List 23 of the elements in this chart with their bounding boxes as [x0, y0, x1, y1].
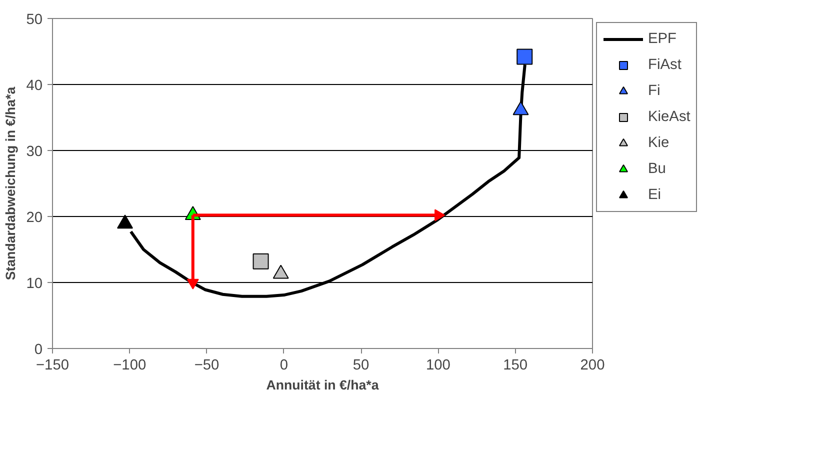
y-tick-label: 10	[26, 276, 43, 292]
legend-label: Kie	[648, 135, 670, 151]
y-tick-label: 0	[34, 342, 43, 358]
x-tick-label: 150	[503, 358, 528, 374]
x-axis-title: Annuität in €/ha*a	[266, 378, 380, 392]
y-axis-title: Standardabweichung in €/ha*a	[3, 86, 18, 280]
legend-label: KieAst	[648, 109, 690, 125]
y-tick-label: 50	[26, 12, 43, 28]
y-tick-label: 30	[26, 144, 43, 160]
x-tick-label: −50	[194, 358, 220, 374]
legend-label: Ei	[648, 187, 662, 203]
x-tick-label: 0	[280, 358, 288, 374]
y-tick-label: 20	[26, 210, 43, 226]
x-tick-label: −100	[113, 358, 146, 374]
x-tick-label: 200	[580, 358, 605, 374]
legend-label: Bu	[648, 161, 667, 177]
x-tick-label: 50	[352, 358, 370, 374]
y-tick-label: 40	[26, 78, 43, 94]
x-tick-label: 100	[426, 358, 450, 374]
legend-label: EPF	[648, 31, 677, 47]
x-tick-label: −150	[36, 358, 70, 374]
legend-label: Fi	[648, 83, 662, 99]
legend-label: FiAst	[648, 57, 682, 73]
